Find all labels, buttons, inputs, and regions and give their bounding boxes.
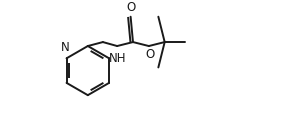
Text: O: O — [145, 48, 154, 61]
Text: NH: NH — [109, 52, 127, 65]
Text: O: O — [127, 1, 136, 14]
Text: N: N — [61, 41, 70, 54]
